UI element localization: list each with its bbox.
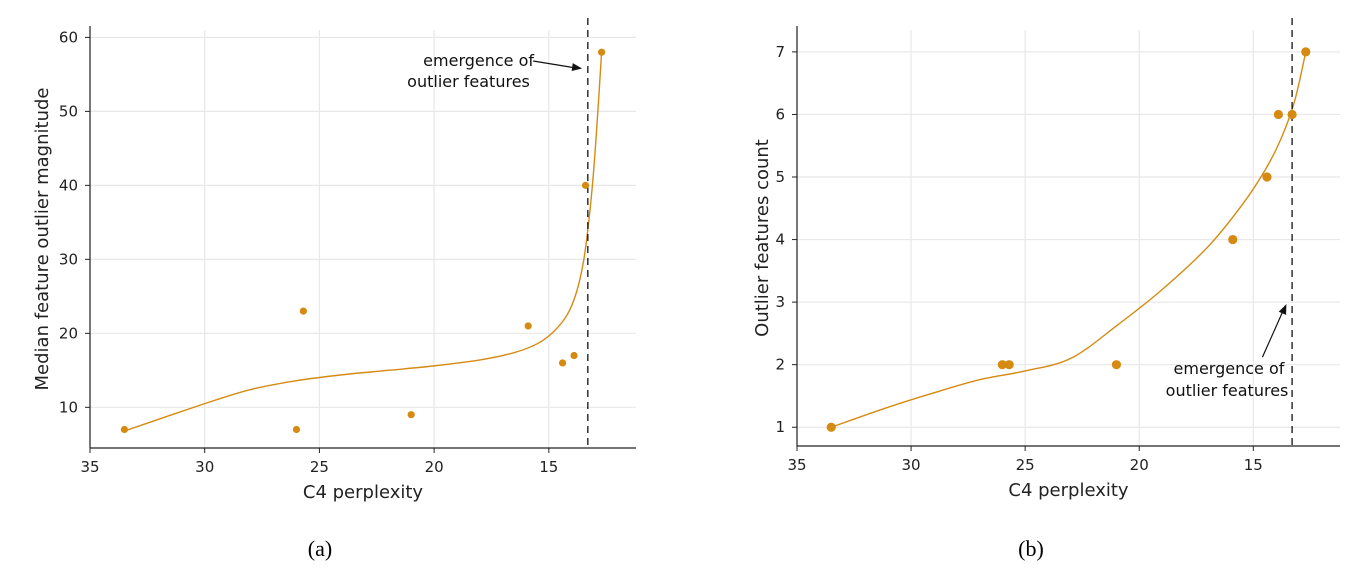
y-tick-label: 40 bbox=[59, 176, 78, 194]
y-tick-label: 5 bbox=[775, 168, 785, 186]
y-tick-label: 2 bbox=[775, 356, 785, 374]
chart-panel-b: 35 30 25 20 15 1 2 3 4 5 6 7 C4 perplexity Outlier fe… bbox=[752, 18, 1340, 561]
data-point bbox=[524, 322, 532, 330]
data-point bbox=[120, 425, 129, 434]
y-axis-label: Median feature outlier magnitude bbox=[32, 88, 53, 391]
x-tick-label: 35 bbox=[80, 458, 99, 476]
x-tick-label: 25 bbox=[310, 458, 329, 476]
data-point bbox=[997, 360, 1007, 370]
data-point bbox=[581, 181, 590, 189]
data-point bbox=[1301, 47, 1311, 57]
annotation-arrow-line bbox=[533, 60, 577, 69]
data-point bbox=[570, 351, 578, 360]
x-tick-label: 30 bbox=[195, 458, 214, 476]
data-point bbox=[299, 307, 307, 315]
panel-caption: (a) bbox=[308, 536, 332, 561]
y-tick-label: 1 bbox=[775, 418, 785, 436]
chart-panel-a: 35 30 25 20 15 10 20 30 40 50 60 C4 perplexity Media… bbox=[32, 18, 636, 561]
fit-curve bbox=[124, 52, 603, 432]
annotation-arrow-head bbox=[1278, 304, 1287, 315]
fit-curve bbox=[830, 51, 1307, 428]
data-point bbox=[407, 411, 415, 419]
annotation-text: outlier features bbox=[407, 72, 530, 91]
annotation-arrow-head bbox=[571, 63, 583, 72]
panel-caption: (b) bbox=[1018, 536, 1044, 561]
x-axis-label: C4 perplexity bbox=[303, 482, 424, 503]
y-tick-label: 6 bbox=[775, 105, 785, 123]
x-tick-label: 15 bbox=[539, 458, 558, 476]
x-tick-label: 20 bbox=[1130, 456, 1149, 474]
y-tick-label: 60 bbox=[59, 28, 78, 46]
data-point bbox=[826, 422, 836, 432]
y-tick-label: 10 bbox=[59, 398, 78, 416]
data-point bbox=[597, 48, 606, 56]
x-tick-label: 25 bbox=[1016, 456, 1035, 474]
data-point bbox=[1262, 172, 1272, 182]
data-point bbox=[1004, 360, 1014, 370]
annotation-arrow-line bbox=[1261, 309, 1284, 358]
x-axis-label: C4 perplexity bbox=[1008, 480, 1129, 501]
annotation-text: outlier features bbox=[1166, 381, 1289, 400]
y-tick-label: 7 bbox=[775, 43, 785, 61]
data-point bbox=[558, 359, 567, 367]
annotation-text: emergence of bbox=[423, 51, 534, 70]
data-point bbox=[1273, 109, 1283, 120]
x-tick-label: 15 bbox=[1244, 456, 1263, 474]
x-tick-label: 20 bbox=[425, 458, 444, 476]
data-point bbox=[1287, 109, 1297, 120]
data-point bbox=[292, 425, 301, 434]
annotation-text: emergence of bbox=[1174, 359, 1285, 378]
data-point bbox=[1111, 360, 1122, 370]
x-tick-label: 30 bbox=[902, 456, 921, 474]
y-tick-label: 3 bbox=[775, 293, 785, 311]
y-tick-label: 30 bbox=[59, 250, 78, 268]
y-tick-label: 20 bbox=[59, 324, 78, 342]
y-axis-label: Outlier features count bbox=[752, 139, 773, 337]
x-tick-label: 35 bbox=[787, 456, 806, 474]
y-tick-label: 4 bbox=[775, 231, 785, 249]
y-tick-label: 50 bbox=[59, 102, 78, 120]
data-point bbox=[1228, 234, 1238, 245]
